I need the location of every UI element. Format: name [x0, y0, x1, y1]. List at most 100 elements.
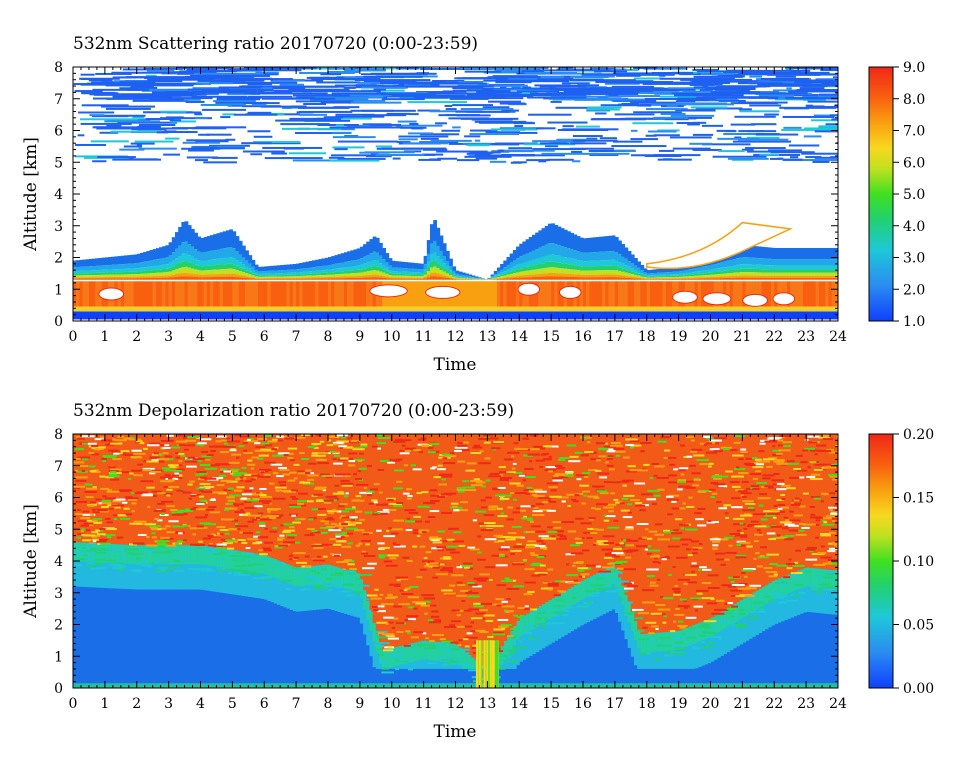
colorbar-tick-label: 5.0: [903, 187, 925, 203]
depol-speckle: [805, 571, 812, 573]
depol-speckle: [603, 506, 614, 508]
x-tick-label: 17: [606, 329, 624, 345]
depol-speckle: [83, 511, 90, 513]
depol-speckle: [457, 614, 461, 616]
cirrus-streak: [289, 152, 326, 154]
cirrus-streak: [556, 92, 596, 94]
depol-speckle: [153, 551, 166, 553]
depol-speckle: [489, 579, 493, 581]
depol-speckle: [548, 486, 558, 488]
cirrus-streak: [408, 132, 433, 134]
depol-speckle: [417, 535, 420, 537]
x-tick-label: 19: [670, 329, 688, 345]
cirrus-streak: [407, 101, 467, 103]
cirrus-streak: [223, 98, 260, 100]
depol-speckle: [77, 509, 81, 511]
cirrus-streak: [488, 101, 521, 103]
depol-speckle: [429, 621, 441, 623]
x-tick-label: 18: [638, 329, 656, 345]
cirrus-streak: [241, 142, 271, 144]
depol-speckle: [575, 518, 583, 520]
x-tick-label: 22: [765, 329, 783, 345]
cirrus-streak: [147, 70, 174, 72]
depol-speckle: [367, 465, 372, 467]
depol-speckle: [364, 487, 367, 489]
depol-speckle: [480, 603, 493, 605]
x-tick-label: 5: [228, 329, 237, 345]
depol-speckle: [831, 518, 838, 520]
depol-speckle: [406, 615, 418, 617]
cirrus-streak: [562, 82, 590, 84]
cirrus-streak: [188, 150, 214, 152]
cirrus-streak: [558, 129, 608, 131]
cirrus-streak: [547, 122, 587, 124]
depol-speckle: [730, 481, 740, 483]
cirrus-streak: [607, 89, 679, 91]
depol-speckle: [741, 572, 745, 574]
depol-speckle: [738, 458, 743, 460]
cirrus-streak: [555, 85, 585, 87]
colorbar-tick-label: 9.0: [903, 60, 925, 76]
cirrus-streak: [89, 114, 104, 116]
depol-speckle: [541, 538, 553, 540]
depol-speckle: [609, 468, 615, 470]
depol-speckle: [465, 645, 470, 647]
cirrus-streak: [222, 113, 235, 115]
cirrus-streak: [590, 87, 663, 89]
cirrus-streak: [694, 149, 722, 151]
depol-speckle: [133, 474, 142, 476]
cirrus-streak: [362, 110, 416, 112]
depol-speckle: [806, 476, 815, 478]
cirrus-streak: [414, 96, 448, 98]
depol-speckle: [353, 591, 362, 593]
depol-speckle: [757, 611, 765, 613]
cirrus-streak: [364, 76, 423, 78]
depol-speckle: [781, 507, 789, 509]
depol-speckle: [238, 445, 244, 447]
depol-speckle: [753, 558, 756, 560]
depol-speckle: [784, 517, 788, 519]
x-tick-label: 7: [292, 329, 301, 345]
cirrus-streak: [748, 70, 811, 72]
depol-speckle: [120, 518, 130, 520]
saturated-patch: [426, 286, 460, 298]
cirrus-streak: [573, 135, 603, 137]
cirrus-streak: [146, 118, 175, 120]
depol-speckle: [170, 509, 178, 511]
depol-speckle: [124, 508, 130, 510]
cirrus-streak: [344, 87, 356, 89]
cirrus-streak: [475, 121, 527, 123]
cirrus-streak: [680, 98, 717, 100]
cirrus-streak: [111, 72, 175, 74]
cirrus-streak: [570, 79, 636, 81]
cirrus-streak: [202, 109, 246, 111]
cirrus-streak: [646, 135, 657, 137]
depol-speckle: [432, 577, 438, 579]
cirrus-streak: [653, 117, 688, 119]
cirrus-streak: [702, 125, 723, 127]
y-tick-label: 7: [54, 92, 63, 108]
depol-speckle: [536, 503, 545, 505]
cirrus-streak: [220, 116, 230, 118]
depol-speckle: [394, 469, 404, 471]
depol-speckle: [608, 510, 614, 512]
depol-speckle: [827, 570, 838, 572]
depol-speckle: [421, 491, 428, 493]
depol-speckle: [279, 535, 284, 537]
depol-speckle: [591, 507, 596, 509]
depol-speckle: [786, 487, 796, 489]
depol-speckle: [657, 538, 670, 540]
cirrus-streak: [187, 156, 218, 158]
cirrus-streak: [411, 127, 423, 129]
cirrus-streak: [483, 106, 510, 108]
cirrus-streak: [504, 150, 555, 152]
depol-speckle: [76, 537, 81, 539]
bl-column-band: [481, 278, 485, 279]
cirrus-streak: [79, 78, 120, 80]
depol-speckle: [102, 495, 106, 497]
cirrus-streak: [334, 106, 360, 108]
cirrus-streak: [196, 142, 220, 144]
x-tick-label: 9: [355, 329, 364, 345]
cirrus-streak: [713, 156, 767, 158]
saturated-patch: [559, 286, 581, 298]
